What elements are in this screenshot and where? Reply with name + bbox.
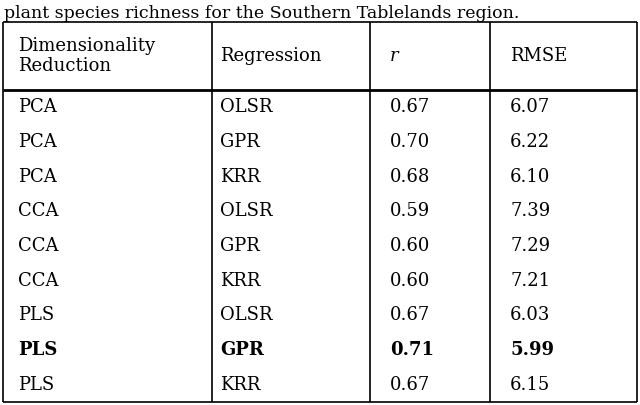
Text: KRR: KRR (220, 272, 260, 290)
Text: 0.67: 0.67 (390, 376, 430, 394)
Text: Regression: Regression (220, 47, 321, 65)
Text: 6.03: 6.03 (510, 306, 550, 324)
Text: PLS: PLS (18, 341, 58, 359)
Text: 0.67: 0.67 (390, 98, 430, 116)
Text: CCA: CCA (18, 237, 58, 255)
Text: 6.22: 6.22 (510, 133, 550, 151)
Text: 7.21: 7.21 (510, 272, 550, 290)
Text: GPR: GPR (220, 341, 264, 359)
Text: 0.59: 0.59 (390, 202, 430, 220)
Text: PCA: PCA (18, 133, 57, 151)
Text: 0.60: 0.60 (390, 272, 430, 290)
Text: 6.10: 6.10 (510, 168, 550, 185)
Text: 7.39: 7.39 (510, 202, 550, 220)
Text: OLSR: OLSR (220, 202, 273, 220)
Text: RMSE: RMSE (510, 47, 568, 65)
Text: plant species richness for the Southern Tablelands region.: plant species richness for the Southern … (4, 6, 520, 23)
Text: 5.99: 5.99 (510, 341, 554, 359)
Text: CCA: CCA (18, 202, 58, 220)
Text: 6.15: 6.15 (510, 376, 550, 394)
Text: 0.60: 0.60 (390, 237, 430, 255)
Text: Dimensionality
Reduction: Dimensionality Reduction (18, 36, 155, 75)
Text: CCA: CCA (18, 272, 58, 290)
Text: 0.71: 0.71 (390, 341, 434, 359)
Text: 7.29: 7.29 (510, 237, 550, 255)
Text: PLS: PLS (18, 376, 54, 394)
Text: 6.07: 6.07 (510, 98, 550, 116)
Text: GPR: GPR (220, 237, 260, 255)
Text: PLS: PLS (18, 306, 54, 324)
Text: KRR: KRR (220, 168, 260, 185)
Text: OLSR: OLSR (220, 98, 273, 116)
Text: OLSR: OLSR (220, 306, 273, 324)
Text: 0.67: 0.67 (390, 306, 430, 324)
Text: PCA: PCA (18, 168, 57, 185)
Text: GPR: GPR (220, 133, 260, 151)
Text: KRR: KRR (220, 376, 260, 394)
Text: 0.68: 0.68 (390, 168, 430, 185)
Text: r: r (390, 47, 399, 65)
Text: PCA: PCA (18, 98, 57, 116)
Text: 0.70: 0.70 (390, 133, 430, 151)
